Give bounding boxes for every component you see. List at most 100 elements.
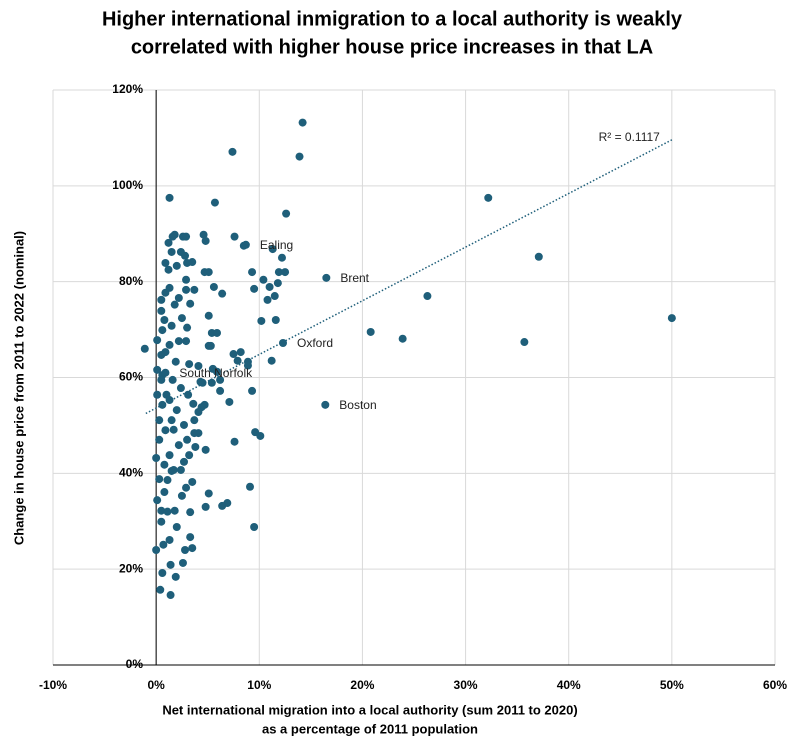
point [183,258,192,267]
point [267,356,276,365]
point [190,429,199,438]
annotation: Boston [339,398,376,412]
point [182,285,191,294]
point [165,193,174,202]
x-tick-label: 30% [454,678,478,692]
point [152,454,161,462]
point [170,230,179,239]
point [160,460,169,469]
trendline [145,139,673,415]
point [163,507,172,516]
x-axis-title: as a percentage of 2011 population [262,721,478,736]
point [366,327,375,336]
point [157,517,166,526]
point [186,299,195,308]
point [188,477,197,486]
point [273,279,282,288]
point [204,268,213,277]
point [160,316,169,324]
point [174,293,183,302]
point [161,426,170,435]
point [158,326,167,335]
point [201,502,210,511]
point [165,340,174,349]
point [270,292,279,301]
point [177,314,186,323]
point [172,523,181,531]
point [194,408,203,416]
point [140,344,149,353]
point [228,147,237,156]
point [188,544,197,553]
point [161,368,170,377]
point [155,475,164,484]
point [209,282,218,291]
point [179,420,188,429]
point [189,399,198,408]
point [257,316,266,325]
point [250,284,259,293]
point [182,483,191,492]
point [204,489,213,498]
point [159,540,168,549]
point [218,289,227,298]
point [174,441,183,450]
point [170,300,179,309]
point [185,451,194,460]
point [182,337,191,346]
point [248,268,257,277]
y-tick-label: 40% [119,466,143,480]
point [170,506,179,515]
annotation: South Norfolk [179,366,253,380]
point [194,362,203,370]
point [230,232,239,241]
point [164,238,173,247]
point [183,323,192,332]
point [171,572,180,581]
point [274,268,283,277]
y-axis-title: Change in house price from 2011 to 2022 … [11,231,26,545]
annotation: Ealing [260,238,293,252]
point [199,230,208,239]
point [157,350,166,359]
point [282,209,291,218]
y-tick-label: 120% [112,82,143,96]
point [178,558,187,567]
point [171,357,180,366]
point [298,118,307,127]
point [398,334,407,343]
point [165,283,174,292]
point [153,365,162,374]
point [239,241,248,250]
point [225,397,234,406]
point [153,390,162,399]
point [155,416,164,425]
point [156,585,165,594]
point [201,445,210,454]
point [176,384,185,393]
point [169,425,178,434]
point [182,232,191,241]
point [250,523,259,531]
point [167,247,176,256]
point [176,465,185,474]
point [157,506,166,515]
point [223,499,232,508]
point [216,375,225,384]
point [484,193,493,202]
point [152,546,161,554]
point [166,591,175,600]
point [161,258,170,267]
point [179,457,188,466]
chart-title: Higher international inmigration to a lo… [102,8,683,30]
point [160,488,169,497]
point [321,400,330,409]
point [181,546,190,554]
x-tick-label: 0% [147,678,165,692]
point [210,198,219,207]
x-tick-label: 40% [557,678,581,692]
point [164,265,173,274]
x-tick-label: 50% [660,678,684,692]
x-tick-label: 20% [350,678,374,692]
